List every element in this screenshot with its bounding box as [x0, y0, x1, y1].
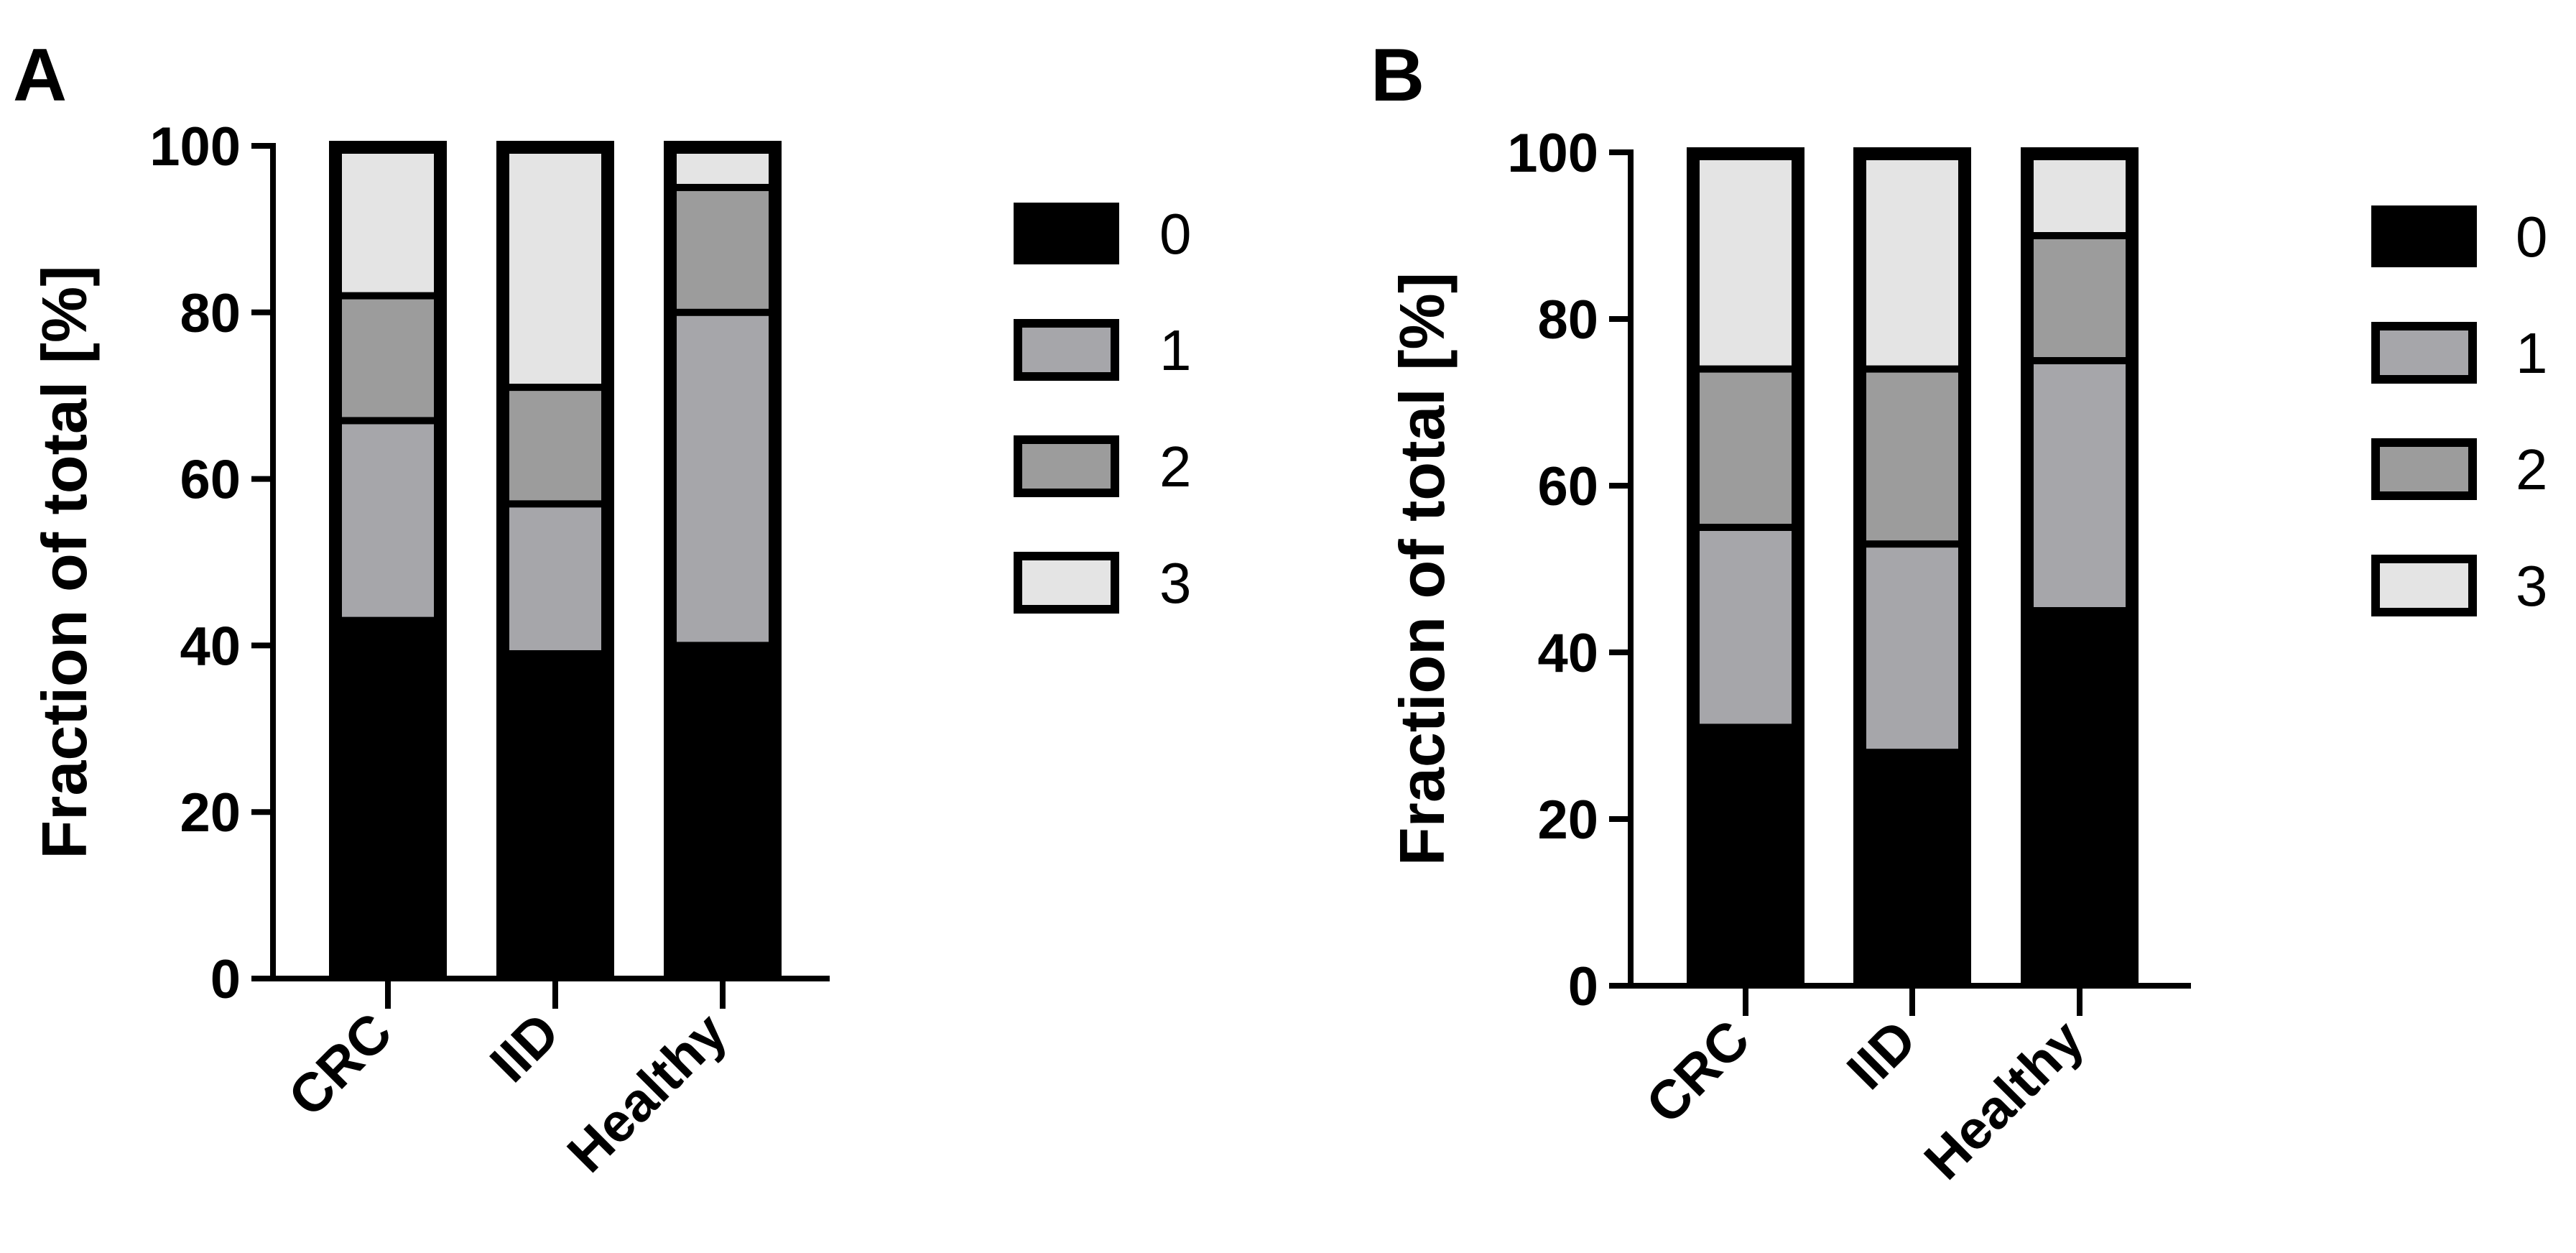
legend-swatch-2 — [2371, 438, 2477, 500]
y-tick-label: 100 — [1507, 123, 1598, 184]
x-tick-label-healthy: Healthy — [556, 1002, 738, 1184]
bar-segment-healthy-3 — [2034, 160, 2126, 232]
legend-swatch-3 — [1014, 552, 1119, 614]
x-tick-label-crc: CRC — [277, 1002, 404, 1129]
bar-segment-iid-2 — [509, 391, 601, 501]
legend-swatch-1 — [2371, 322, 2477, 384]
legend-label-0: 0 — [1159, 202, 1192, 266]
y-tick-label: 80 — [1537, 290, 1598, 351]
bar-healthy — [664, 141, 782, 979]
bar-segment-healthy-1 — [2034, 364, 2126, 607]
bar-segment-healthy-2 — [677, 190, 769, 309]
x-tick-label-iid: IID — [478, 1002, 571, 1094]
legend-swatch-1 — [1014, 319, 1119, 381]
bar-segment-crc-0 — [1700, 731, 1792, 986]
y-tick-label: 40 — [180, 616, 241, 677]
y-tick-label: 100 — [149, 116, 241, 177]
bar-segment-healthy-0 — [2034, 614, 2126, 986]
bar-segment-iid-3 — [509, 154, 601, 384]
legend-swatch-0 — [1014, 203, 1119, 264]
y-axis-title: Fraction of total [%] — [29, 265, 100, 859]
legend: 0 1 2 3 — [1014, 202, 1192, 615]
bar-segment-iid-1 — [509, 507, 601, 650]
legend-label-2: 2 — [1159, 435, 1192, 499]
x-tick-label-crc: CRC — [1634, 1009, 1761, 1136]
bar-segment-healthy-0 — [677, 649, 769, 979]
bar-segment-crc-2 — [1700, 372, 1792, 524]
legend: 0 1 2 3 — [2371, 205, 2548, 618]
bar-segment-iid-2 — [1866, 372, 1958, 541]
y-tick-label: 60 — [1537, 456, 1598, 517]
bar-segment-iid-3 — [1866, 160, 1958, 366]
bar-segment-crc-3 — [342, 154, 434, 292]
legend-label-1: 1 — [1159, 318, 1192, 382]
y-tick-label: 60 — [180, 450, 241, 511]
legend-label-2: 2 — [2516, 438, 2548, 501]
panel-label: A — [13, 34, 67, 117]
bar-segment-healthy-1 — [677, 315, 769, 642]
x-tick-label-healthy: Healthy — [1913, 1009, 2095, 1191]
y-axis-title: Fraction of total [%] — [1386, 272, 1458, 866]
legend-label-3: 3 — [1159, 551, 1192, 615]
legend-swatch-2 — [1014, 435, 1119, 497]
legend-swatch-3 — [2371, 555, 2477, 616]
legend-label-1: 1 — [2516, 321, 2548, 385]
y-tick-label: 20 — [180, 782, 241, 843]
bar-segment-iid-0 — [509, 657, 601, 979]
y-tick-label: 20 — [1537, 790, 1598, 851]
panel-label: B — [1371, 34, 1424, 117]
y-tick-label: 40 — [1537, 623, 1598, 684]
bar-segment-iid-1 — [1866, 547, 1958, 749]
bar-segment-crc-1 — [342, 424, 434, 617]
bar-iid — [1853, 147, 1971, 986]
bar-iid — [496, 141, 614, 979]
bar-crc — [329, 141, 447, 979]
bar-segment-crc-1 — [1700, 531, 1792, 724]
bar-segment-healthy-3 — [677, 154, 769, 184]
legend-label-3: 3 — [2516, 554, 2548, 618]
bar-segment-healthy-2 — [2034, 239, 2126, 357]
x-tick-label-iid: IID — [1835, 1009, 1928, 1101]
y-tick-label: 0 — [210, 949, 241, 1010]
bar-crc — [1687, 147, 1804, 986]
bar-segment-crc-0 — [342, 624, 434, 979]
bar-healthy — [2021, 147, 2139, 986]
y-tick-label: 80 — [180, 283, 241, 344]
bar-segment-iid-0 — [1866, 756, 1958, 986]
legend-label-0: 0 — [2516, 205, 2548, 269]
bar-segment-crc-2 — [342, 299, 434, 417]
bar-segment-crc-3 — [1700, 160, 1792, 366]
legend-swatch-0 — [2371, 205, 2477, 267]
y-tick-label: 0 — [1568, 956, 1598, 1017]
